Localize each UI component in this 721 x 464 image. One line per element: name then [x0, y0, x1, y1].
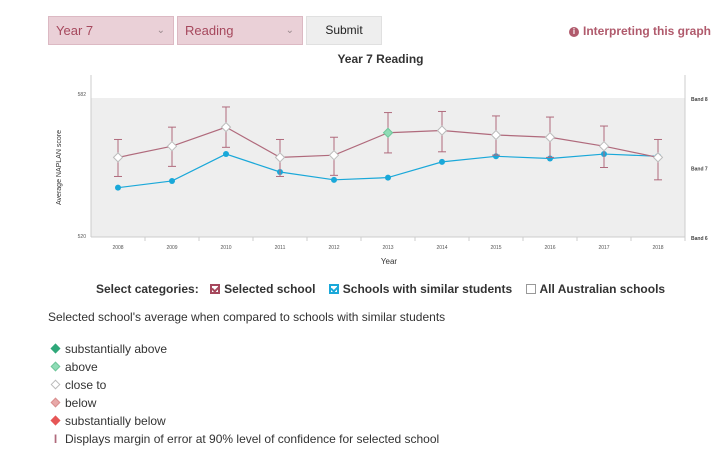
- data-point-selected-school: [544, 132, 556, 143]
- legend-label: substantially above: [65, 342, 168, 356]
- y-tick-label: 582: [78, 92, 87, 98]
- error-bar-icon: I: [53, 432, 58, 446]
- x-tick-label: 2012: [328, 245, 339, 251]
- checkbox-unchecked-icon[interactable]: [525, 284, 536, 294]
- data-point-selected-school: [652, 152, 664, 163]
- y-tick-label: 520: [78, 234, 87, 240]
- x-axis-title: Year: [381, 257, 398, 266]
- category-label: All Australian schools: [539, 282, 666, 296]
- x-tick-label: 2016: [544, 245, 555, 251]
- data-point-selected-school: [436, 125, 448, 136]
- domain-select-value: Reading: [185, 23, 234, 38]
- band-label: Band 8: [691, 97, 708, 103]
- legend-item: below: [50, 394, 439, 412]
- legend-label: below: [65, 396, 97, 410]
- domain-select[interactable]: Reading ⌄: [177, 16, 303, 45]
- data-point-selected-school: [274, 152, 286, 163]
- x-tick-label: 2017: [598, 245, 609, 251]
- legend-item-error-bar: I Displays margin of error at 90% level o…: [50, 430, 439, 448]
- data-point-selected-school: [598, 140, 610, 152]
- data-point-selected-school: [328, 149, 340, 161]
- data-point-selected-school: [112, 152, 124, 163]
- data-point-similar-schools: [223, 151, 229, 158]
- diamond-icon: [50, 415, 61, 426]
- legend-label: above: [65, 360, 98, 374]
- data-point-similar-schools: [385, 174, 391, 181]
- x-tick-label: 2008: [112, 245, 123, 251]
- band-label: Band 7: [691, 167, 708, 173]
- x-tick-label: 2009: [166, 245, 177, 251]
- info-icon: i: [568, 26, 579, 37]
- y-axis-title: Average NAPLAN score: [56, 130, 63, 205]
- x-tick-label: 2014: [436, 245, 447, 251]
- year-select[interactable]: Year 7 ⌄: [48, 16, 174, 45]
- legend-label: Displays margin of error at 90% level of…: [65, 432, 440, 446]
- band-label: Band 6: [691, 236, 708, 242]
- x-tick-label: 2013: [382, 245, 393, 251]
- category-selected-school[interactable]: Selected school: [210, 282, 315, 296]
- diamond-icon: [50, 379, 61, 390]
- diamond-icon: [50, 361, 61, 372]
- diamond-icon: [50, 343, 61, 354]
- chart-title: Year 7 Reading: [337, 52, 424, 66]
- category-label: Schools with similar students: [342, 282, 513, 296]
- chevron-down-icon: ⌄: [285, 25, 294, 36]
- diamond-icon: [50, 397, 61, 408]
- data-point-selected-school: [382, 127, 394, 138]
- data-point-similar-schools: [331, 176, 337, 183]
- data-point-similar-schools: [439, 158, 445, 165]
- legend-label: close to: [65, 378, 107, 392]
- year-select-value: Year 7: [56, 23, 94, 38]
- category-label: Selected school: [224, 282, 316, 296]
- category-selector: Select categories: Selected school Schoo…: [96, 282, 675, 296]
- x-tick-label: 2011: [275, 245, 286, 251]
- x-tick-label: 2010: [220, 245, 231, 251]
- data-point-similar-schools: [115, 184, 121, 191]
- legend-item: substantially below: [50, 412, 439, 430]
- comparison-description: Selected school's average when compared …: [48, 310, 446, 324]
- data-point-selected-school: [490, 129, 502, 141]
- data-point-similar-schools: [169, 177, 175, 184]
- x-tick-label: 2015: [490, 245, 501, 251]
- category-similar-schools[interactable]: Schools with similar students: [328, 282, 513, 296]
- interpreting-graph-link[interactable]: i Interpreting this graph: [568, 24, 711, 38]
- data-point-selected-school: [166, 140, 178, 152]
- legend-item: close to: [50, 376, 439, 394]
- checkbox-checked-icon[interactable]: [210, 284, 221, 294]
- categories-label: Select categories:: [96, 282, 199, 296]
- interpreting-graph-label: Interpreting this graph: [582, 24, 711, 38]
- data-point-selected-school: [220, 121, 232, 133]
- naplan-chart: 2008 2009 2010 2011 2012 2013 2014 2015 2016 2017…: [56, 75, 708, 266]
- comparison-legend: substantially above above close to below…: [50, 340, 439, 448]
- legend-item: substantially above: [50, 340, 439, 358]
- chevron-down-icon: ⌄: [156, 25, 165, 36]
- x-tick-label: 2018: [652, 245, 663, 251]
- submit-button[interactable]: Submit: [306, 16, 382, 45]
- legend-label: substantially below: [65, 414, 166, 428]
- legend-item: above: [50, 358, 439, 376]
- category-all-australian-schools[interactable]: All Australian schools: [525, 282, 666, 296]
- checkbox-checked-icon[interactable]: [328, 284, 339, 294]
